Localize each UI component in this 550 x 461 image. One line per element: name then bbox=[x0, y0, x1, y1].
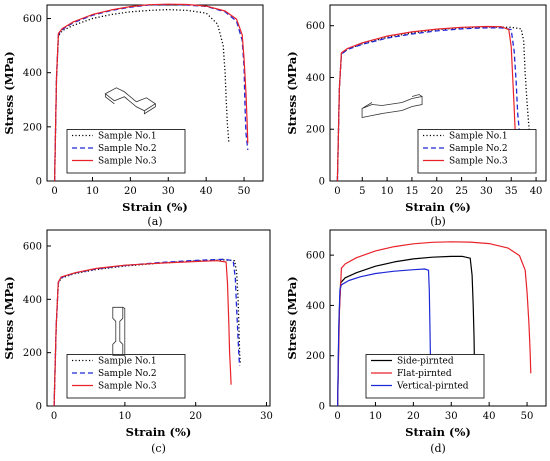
series-line-0 bbox=[53, 8, 230, 182]
x-tick-label: 50 bbox=[521, 411, 534, 422]
x-tick-label: 40 bbox=[483, 411, 496, 422]
x-tick-label: 20 bbox=[189, 411, 202, 422]
y-tick-label: 400 bbox=[306, 73, 325, 84]
x-tick-label: 20 bbox=[430, 186, 443, 197]
x-axis-title: Strain (%) bbox=[122, 200, 188, 214]
y-tick-label: 200 bbox=[306, 125, 325, 136]
series-line-2 bbox=[337, 268, 432, 407]
dogbone-specimen-vertical-icon bbox=[112, 306, 126, 356]
legend-entry-label: Sample No.1 bbox=[449, 132, 508, 142]
y-tick-label: 200 bbox=[306, 351, 325, 362]
legend-box bbox=[66, 354, 186, 399]
x-tick-label: 30 bbox=[480, 186, 493, 197]
legend-box bbox=[417, 129, 537, 174]
legend-entry-label: Sample No.1 bbox=[98, 132, 157, 142]
x-tick-label: 0 bbox=[51, 186, 57, 197]
series-line-2 bbox=[53, 260, 232, 407]
series-line-0 bbox=[337, 255, 476, 407]
series-line-2 bbox=[54, 3, 249, 182]
chart-panel-3: 0 10 20 30 40 50 0 200 400 600 Strain (%) Stress (M… bbox=[285, 229, 547, 455]
panel-label: (a) bbox=[147, 215, 162, 228]
series-line-1 bbox=[336, 27, 522, 182]
y-tick-label: 0 bbox=[319, 402, 325, 413]
x-tick-label: 30 bbox=[445, 411, 458, 422]
x-tick-label: 10 bbox=[119, 411, 132, 422]
x-tick-label: 35 bbox=[505, 186, 518, 197]
series-line-1 bbox=[337, 241, 532, 407]
x-tick-label: 0 bbox=[334, 411, 340, 422]
legend-entry-label: Sample No.3 bbox=[98, 382, 157, 392]
x-tick-label: 50 bbox=[238, 186, 251, 197]
y-tick-label: 200 bbox=[23, 122, 42, 133]
chart-panel-0: 0 10 20 30 40 50 0 200 400 600 Strain (%) Stress (M… bbox=[2, 3, 264, 228]
plot-frame bbox=[329, 229, 547, 407]
y-tick-label: 600 bbox=[23, 242, 42, 253]
legend-entry-label: Flat-pirnted bbox=[397, 369, 452, 379]
legend-entry-label: Side-pirnted bbox=[397, 357, 454, 367]
legend-entry-label: Sample No.3 bbox=[98, 157, 157, 167]
legend-entry-label: Sample No.2 bbox=[98, 369, 157, 379]
panel-label: (b) bbox=[430, 215, 446, 228]
x-tick-label: 10 bbox=[369, 411, 382, 422]
y-tick-label: 200 bbox=[23, 348, 42, 359]
y-tick-label: 400 bbox=[306, 301, 325, 312]
x-tick-label: 20 bbox=[124, 186, 137, 197]
x-tick-label: 25 bbox=[455, 186, 468, 197]
y-tick-label: 0 bbox=[319, 177, 325, 188]
y-tick-label: 0 bbox=[36, 402, 42, 413]
legend: Sample No.1 Sample No.2 Sample No.3 bbox=[66, 354, 186, 399]
y-tick-label: 600 bbox=[306, 21, 325, 32]
legend-entry-label: Vertical-pirnted bbox=[396, 382, 469, 392]
x-tick-label: 5 bbox=[359, 186, 365, 197]
y-tick-label: 0 bbox=[36, 177, 42, 188]
legend-entry-label: Sample No.2 bbox=[449, 144, 508, 154]
x-tick-label: 20 bbox=[407, 411, 420, 422]
legend-entry-label: Sample No.3 bbox=[449, 157, 508, 167]
chart-panel-2: 0 10 20 30 0 200 400 600 Strain (%) Stress (MPa) (… bbox=[2, 229, 273, 455]
legend: Sample No.1 Sample No.2 Sample No.3 bbox=[66, 129, 186, 174]
x-axis-title: Strain (%) bbox=[405, 425, 471, 439]
x-tick-label: 0 bbox=[334, 186, 340, 197]
y-tick-label: 600 bbox=[306, 251, 325, 262]
x-tick-label: 10 bbox=[86, 186, 99, 197]
legend-box bbox=[66, 129, 186, 174]
x-axis-title: Strain (%) bbox=[405, 200, 471, 214]
dogbone-specimen-flat-icon bbox=[104, 87, 157, 115]
plot-frame bbox=[46, 229, 271, 407]
y-axis-title: Stress (MPa) bbox=[2, 51, 16, 134]
x-tick-label: 0 bbox=[51, 411, 57, 422]
y-tick-label: 400 bbox=[23, 295, 42, 306]
legend-entry-label: Sample No.1 bbox=[98, 357, 157, 367]
x-tick-label: 30 bbox=[162, 186, 175, 197]
x-tick-label: 10 bbox=[381, 186, 394, 197]
legend-entry-label: Sample No.2 bbox=[98, 144, 157, 154]
y-axis-title: Stress (MPa) bbox=[285, 51, 299, 134]
legend-box bbox=[365, 354, 485, 399]
x-tick-label: 15 bbox=[406, 186, 419, 197]
x-tick-label: 30 bbox=[260, 411, 273, 422]
x-tick-label: 40 bbox=[530, 186, 543, 197]
panel-label: (c) bbox=[151, 442, 166, 455]
series-line-2 bbox=[336, 25, 516, 182]
plot-frame bbox=[329, 4, 547, 182]
y-tick-label: 600 bbox=[23, 14, 42, 25]
y-axis-title: Stress (MPa) bbox=[2, 276, 16, 359]
dogbone-specimen-side-icon bbox=[361, 94, 423, 119]
y-axis-title: Stress (MPa) bbox=[285, 276, 299, 359]
y-tick-label: 400 bbox=[23, 68, 42, 79]
x-tick-label: 40 bbox=[200, 186, 213, 197]
legend: Side-pirnted Flat-pirnted Vertical-pirnted bbox=[365, 354, 485, 399]
panel-label: (d) bbox=[430, 442, 446, 455]
legend: Sample No.1 Sample No.2 Sample No.3 bbox=[417, 129, 537, 174]
x-axis-title: Strain (%) bbox=[126, 425, 192, 439]
